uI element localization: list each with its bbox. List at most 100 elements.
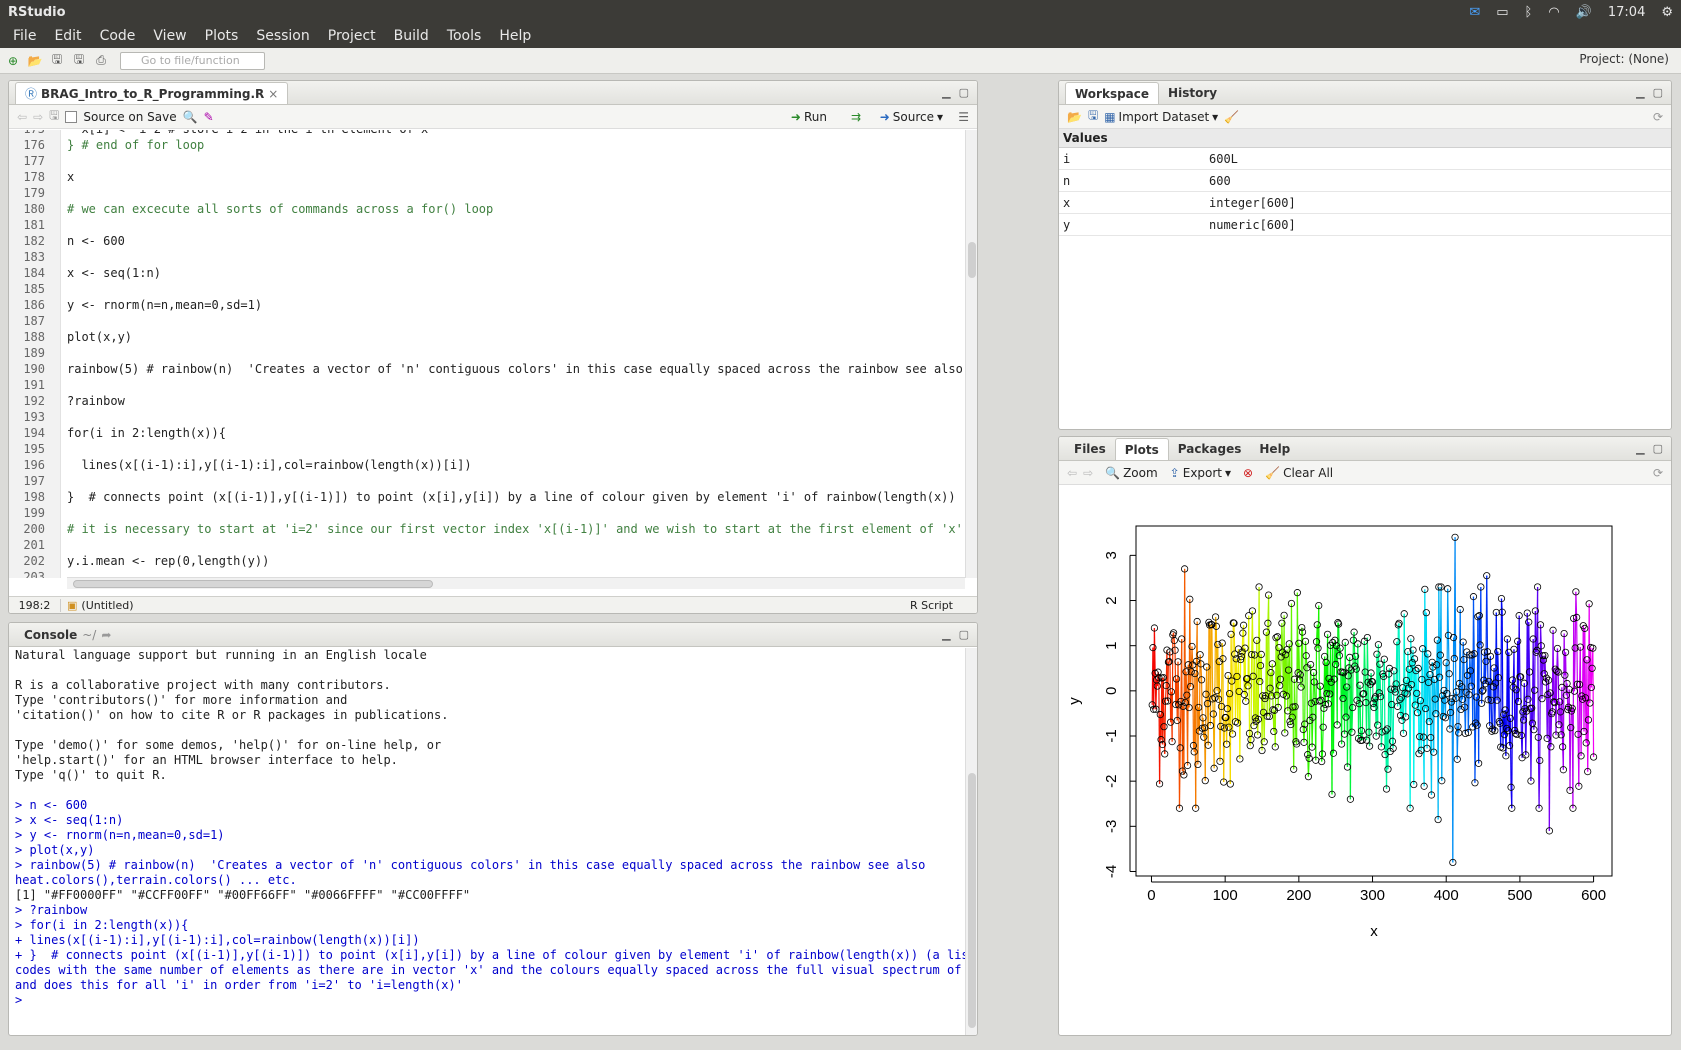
menu-edit[interactable]: Edit: [54, 28, 82, 44]
code-line[interactable]: 188 plot(x,y): [9, 329, 967, 345]
run-button[interactable]: ➜ Run: [790, 109, 827, 124]
code-line[interactable]: 199: [9, 505, 967, 521]
menu-help[interactable]: Help: [499, 28, 532, 44]
code-line[interactable]: 203: [9, 569, 967, 578]
code-line[interactable]: 189: [9, 345, 967, 361]
editor-vscroll-thumb[interactable]: [968, 242, 976, 278]
export-button[interactable]: ⇪ Export ▾: [1169, 465, 1232, 480]
search-icon[interactable]: 🔍: [182, 109, 198, 124]
menu-session[interactable]: Session: [256, 28, 310, 44]
refresh-icon[interactable]: ⟳: [1652, 465, 1663, 480]
bluetooth-icon[interactable]: ᛒ: [1524, 4, 1533, 20]
value-row[interactable]: i 600L: [1059, 148, 1671, 170]
minimize-icon[interactable]: ▁: [942, 628, 951, 641]
code-line[interactable]: 180 # we can excecute all sorts of comman…: [9, 201, 967, 217]
value-row[interactable]: x integer[600]: [1059, 192, 1671, 214]
minimize-icon[interactable]: ▁: [942, 86, 951, 99]
code-line[interactable]: 190 rainbow(5) # rainbow(n) 'Creates a ve…: [9, 361, 967, 377]
arrow-icon[interactable]: ➦: [101, 628, 112, 642]
code-line[interactable]: 195: [9, 441, 967, 457]
console-output[interactable]: Natural language support but running in …: [9, 648, 967, 1028]
save-icon[interactable]: 🖫: [51, 52, 63, 66]
code-line[interactable]: 181: [9, 217, 967, 233]
code-line[interactable]: 193: [9, 409, 967, 425]
outline-icon[interactable]: ☰: [958, 109, 969, 124]
maximize-icon[interactable]: ▢: [1652, 86, 1663, 99]
rerun-icon[interactable]: ⇉: [850, 109, 861, 124]
source-on-save-checkbox[interactable]: [65, 110, 78, 123]
volume-icon[interactable]: 🔊: [1575, 4, 1592, 20]
value-row[interactable]: n 600: [1059, 170, 1671, 192]
close-tab-icon[interactable]: ×: [268, 86, 279, 101]
menu-file[interactable]: File: [13, 28, 37, 44]
print-icon[interactable]: ⎙: [96, 53, 106, 67]
source-button[interactable]: ➜ Source ▾: [879, 109, 943, 124]
code-line[interactable]: 201: [9, 537, 967, 553]
clock[interactable]: 17:04: [1607, 4, 1646, 20]
code-line[interactable]: 185: [9, 281, 967, 297]
code-line[interactable]: 177: [9, 153, 967, 169]
code-line[interactable]: 176} # end of for loop: [9, 137, 967, 153]
save-all-icon[interactable]: 🖫: [73, 52, 85, 66]
code-line[interactable]: 178 x: [9, 169, 967, 185]
load-workspace-icon[interactable]: 📂: [1067, 109, 1082, 124]
code-line[interactable]: 194 for(i in 2:length(x)){: [9, 425, 967, 441]
code-line[interactable]: 175 x[i] <- i^2 # store i^2 in the i'th …: [9, 130, 967, 137]
save-doc-icon[interactable]: 🖫: [49, 108, 60, 122]
code-line[interactable]: 186 y <- rnorm(n=n,mean=0,sd=1): [9, 297, 967, 313]
tab-files[interactable]: Files: [1074, 442, 1106, 456]
editor-hscroll[interactable]: [67, 577, 965, 589]
code-line[interactable]: 192 ?rainbow: [9, 393, 967, 409]
forward-icon[interactable]: ⇨: [33, 109, 44, 124]
menu-build[interactable]: Build: [393, 28, 429, 44]
menu-code[interactable]: Code: [99, 28, 136, 44]
menu-view[interactable]: View: [153, 28, 187, 44]
minimize-icon[interactable]: ▁: [1636, 86, 1645, 99]
code-line[interactable]: 200 # it is necessary to start at 'i=2' s…: [9, 521, 967, 537]
forward-icon[interactable]: ⇨: [1083, 465, 1094, 480]
maximize-icon[interactable]: ▢: [1652, 442, 1663, 455]
code-line[interactable]: 184 x <- seq(1:n): [9, 265, 967, 281]
code-line[interactable]: 182 n <- 600: [9, 233, 967, 249]
battery-icon[interactable]: ▭: [1496, 4, 1509, 20]
menu-plots[interactable]: Plots: [204, 28, 239, 44]
project-menu[interactable]: Project: (None): [1579, 52, 1669, 66]
maximize-icon[interactable]: ▢: [958, 628, 969, 641]
code-line[interactable]: 198} # connects point (x[(i-1)],y[(i-1)]…: [9, 489, 967, 505]
refresh-icon[interactable]: ⟳: [1652, 109, 1663, 124]
console-vscroll[interactable]: [965, 648, 977, 1035]
open-file-icon[interactable]: 📂: [27, 53, 43, 68]
goto-file-input[interactable]: Go to file/function: [120, 51, 265, 70]
import-dataset-button[interactable]: ▦ Import Dataset ▾: [1104, 109, 1219, 124]
clear-all-button[interactable]: 🧹 Clear All: [1265, 465, 1334, 480]
console-vscroll-thumb[interactable]: [968, 773, 976, 1028]
tab-workspace[interactable]: Workspace: [1065, 82, 1160, 104]
minimize-icon[interactable]: ▁: [1636, 442, 1645, 455]
mail-icon[interactable]: ✉: [1469, 4, 1481, 20]
broom-icon[interactable]: 🧹: [1224, 109, 1240, 124]
code-line[interactable]: 191: [9, 377, 967, 393]
file-type-selector[interactable]: R Script: [909, 598, 953, 612]
new-file-icon[interactable]: ⊕: [7, 53, 19, 68]
wifi-icon[interactable]: ◠: [1548, 4, 1560, 20]
value-row[interactable]: y numeric[600]: [1059, 214, 1671, 236]
code-line[interactable]: 183: [9, 249, 967, 265]
editor-tab[interactable]: Ⓡ BRAG_Intro_to_R_Programming.R ×: [15, 82, 289, 104]
code-line[interactable]: 187: [9, 313, 967, 329]
scope-selector[interactable]: (Untitled): [81, 598, 134, 612]
menu-tools[interactable]: Tools: [446, 28, 482, 44]
maximize-icon[interactable]: ▢: [958, 86, 969, 99]
back-icon[interactable]: ⇦: [1067, 465, 1078, 480]
editor-hscroll-thumb[interactable]: [73, 580, 433, 588]
tab-history[interactable]: History: [1168, 86, 1218, 100]
save-workspace-icon[interactable]: 🖫: [1087, 108, 1099, 122]
console-tab[interactable]: Console ~/ ➦: [24, 628, 112, 642]
tab-plots[interactable]: Plots: [1114, 438, 1169, 460]
remove-plot-icon[interactable]: ⊗: [1243, 465, 1254, 480]
code-line[interactable]: 196 lines(x[(i-1):i],y[(i-1):i],col=rain…: [9, 457, 967, 473]
code-line[interactable]: 202 y.i.mean <- rep(0,length(y)): [9, 553, 967, 569]
gear-icon[interactable]: ⚙: [1661, 4, 1673, 20]
zoom-button[interactable]: 🔍 Zoom: [1105, 465, 1158, 480]
menu-project[interactable]: Project: [327, 28, 376, 44]
code-line[interactable]: 197: [9, 473, 967, 489]
